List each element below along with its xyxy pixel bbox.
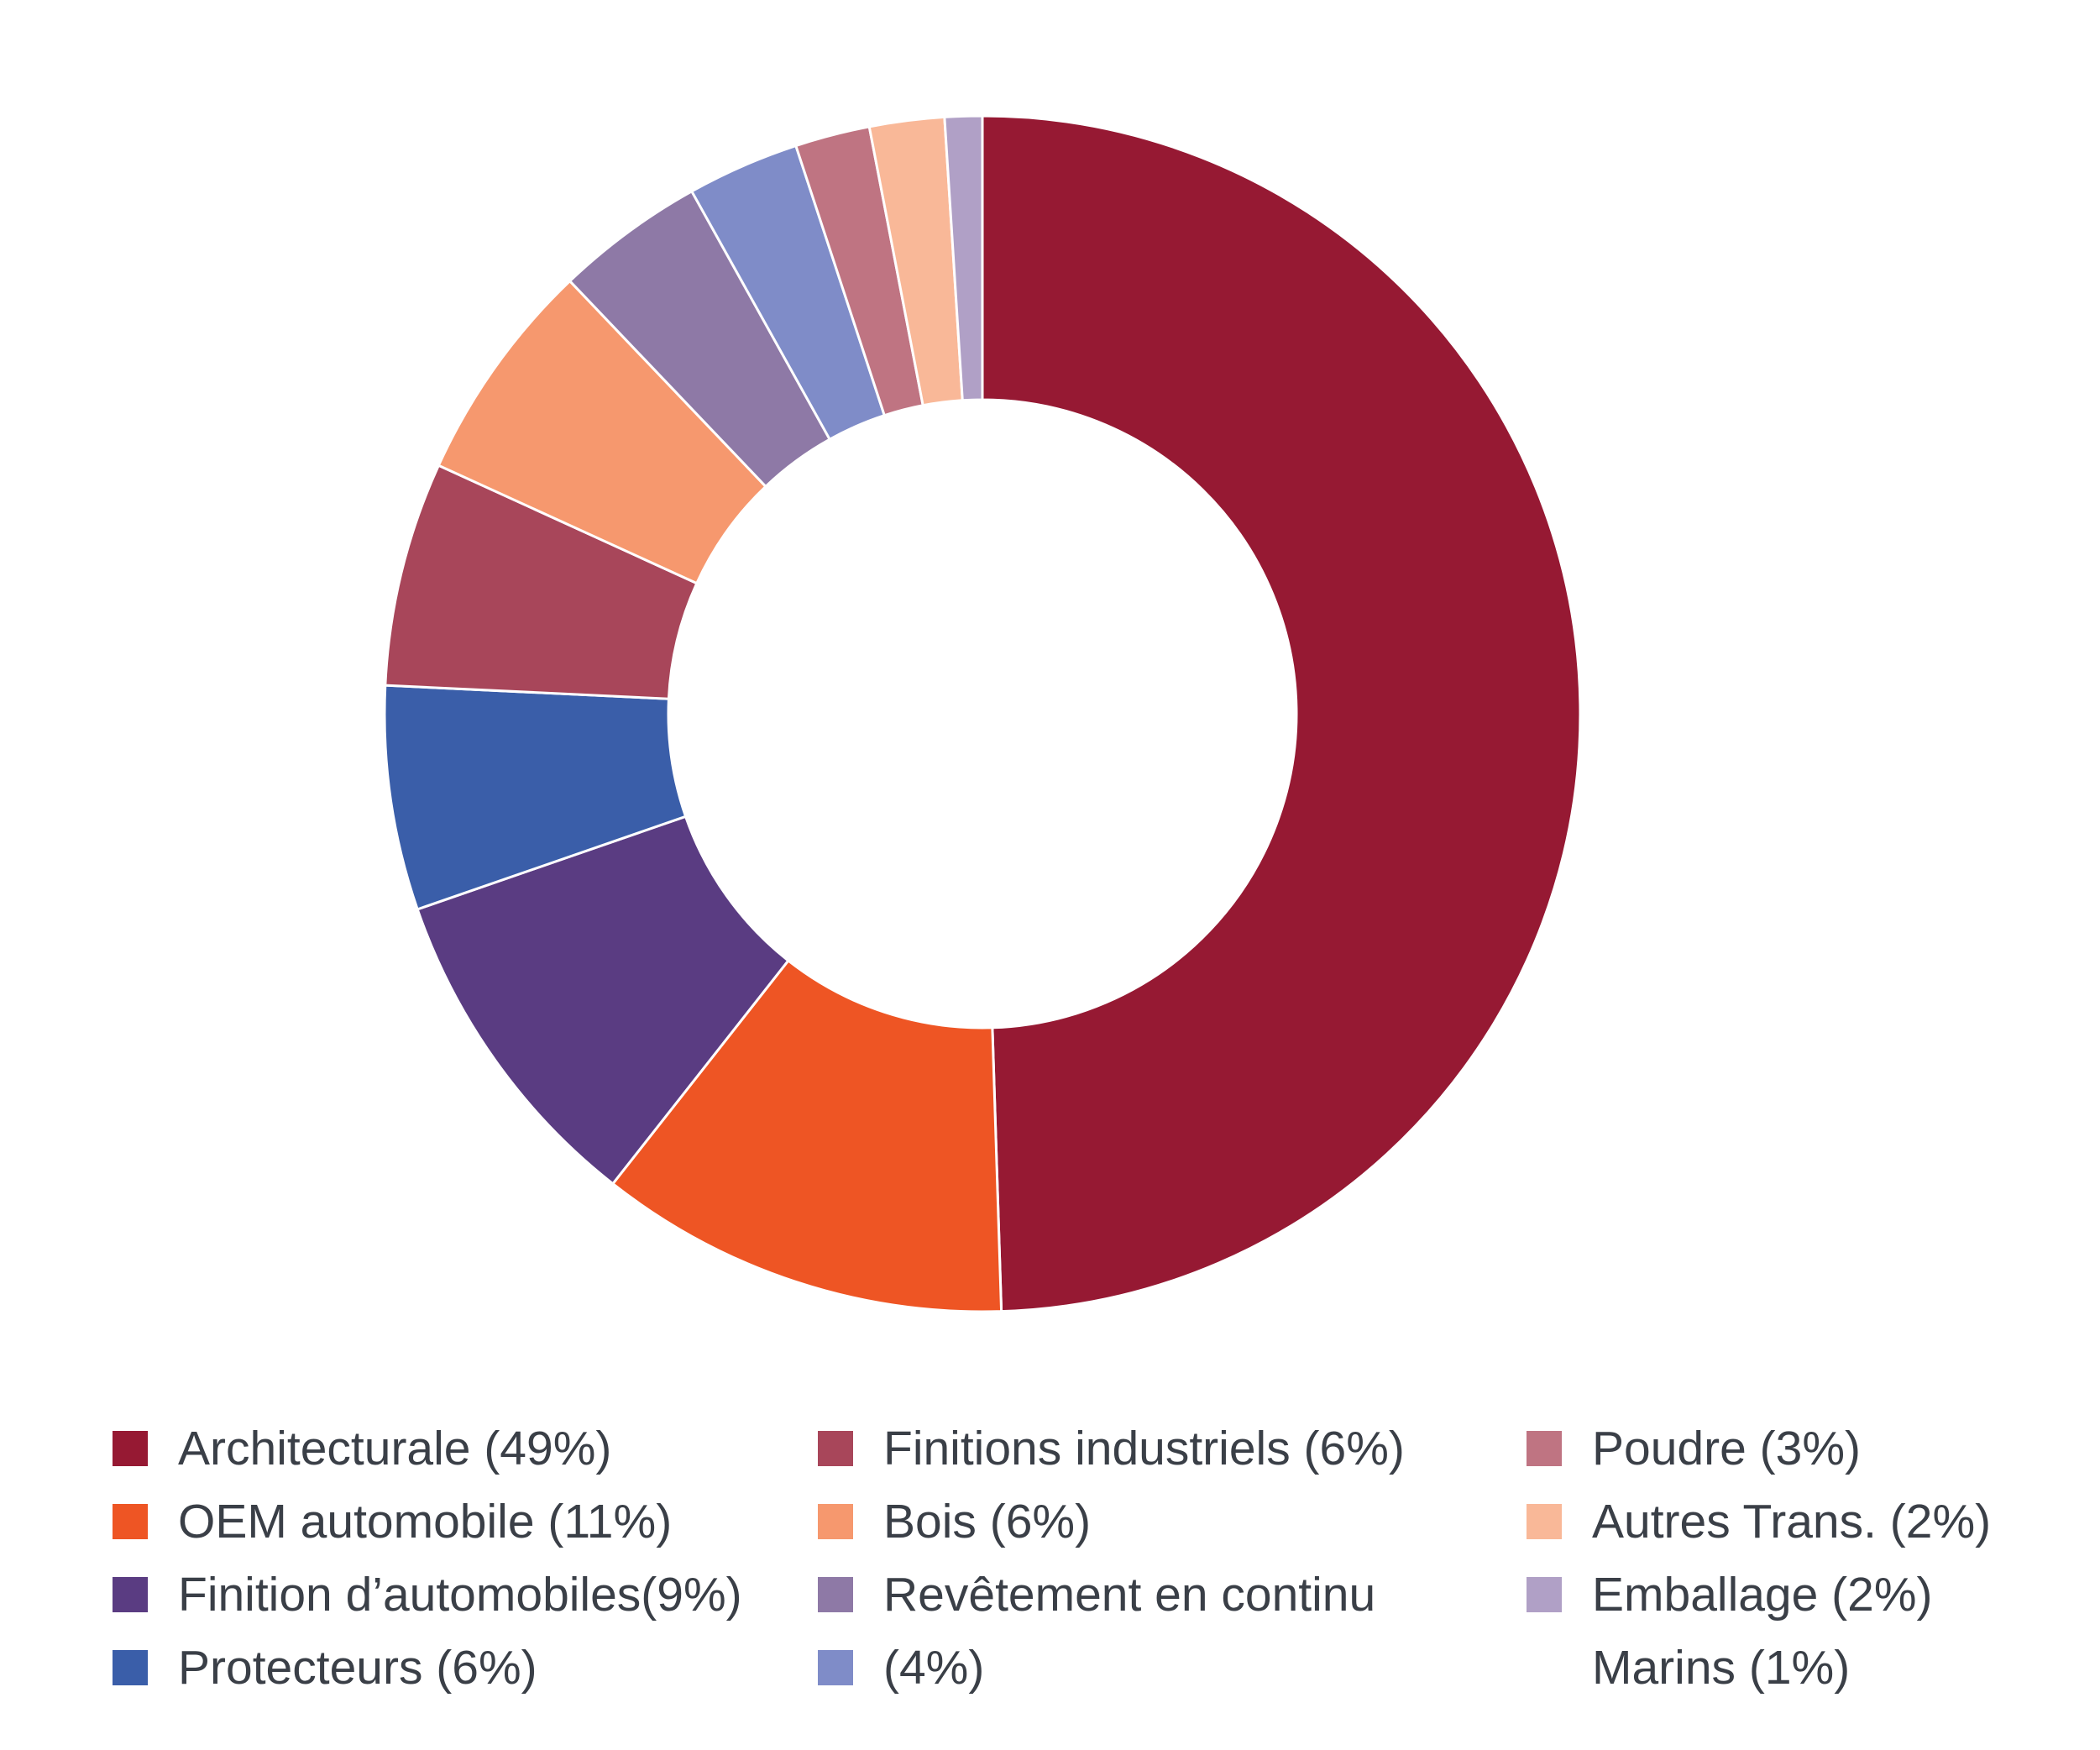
chart-legend: Architecturale (49%) OEM automobile (11%)… <box>113 1422 1991 1695</box>
legend-swatch-c3-r1 <box>1527 1431 1562 1466</box>
legend-label-c1-r3: Finition d’automobiles(9%) <box>178 1568 742 1622</box>
legend-swatch-c1-r2 <box>113 1504 148 1539</box>
legend-swatch-c2-r1 <box>818 1431 853 1466</box>
legend-label-c3-r3: Emballage (2%) <box>1592 1568 1933 1622</box>
legend-label-c1-r4: Protecteurs (6%) <box>178 1641 537 1695</box>
legend-label-c3-r4: Marins (1%) <box>1592 1641 1850 1695</box>
legend-label-c3-r2: Autres Trans. (2%) <box>1592 1495 1991 1548</box>
legend-label-c3-r1: Poudre (3%) <box>1592 1422 1861 1475</box>
donut-slice-1 <box>981 114 1582 1313</box>
legend-swatch-c1-r4 <box>113 1650 148 1685</box>
donut-slices <box>383 114 1582 1313</box>
legend-label-c2-r3: Revêtement en continu <box>883 1568 1375 1622</box>
legend-swatch-c1-r3 <box>113 1577 148 1612</box>
legend-label-c1-r2: OEM automobile (11%) <box>178 1495 672 1548</box>
legend-label-c2-r1: Finitions industriels (6%) <box>883 1422 1405 1475</box>
legend-swatch-c2-r4 <box>818 1650 853 1685</box>
legend-label-c1-r1: Architecturale (49%) <box>178 1422 611 1475</box>
legend-swatch-c2-r2 <box>818 1504 853 1539</box>
legend-swatch-c3-r3 <box>1527 1577 1562 1612</box>
donut-slice-3 <box>416 815 790 1186</box>
legend-label-c2-r2: Bois (6%) <box>883 1495 1091 1548</box>
legend-swatch-c3-r2 <box>1527 1504 1562 1539</box>
donut-slice-11 <box>943 114 984 402</box>
legend-swatch-c1-r1 <box>113 1431 148 1466</box>
legend-swatch-c2-r3 <box>818 1577 853 1612</box>
legend-label-c2-r4: (4%) <box>883 1641 984 1695</box>
donut-slice-2 <box>610 958 1003 1313</box>
